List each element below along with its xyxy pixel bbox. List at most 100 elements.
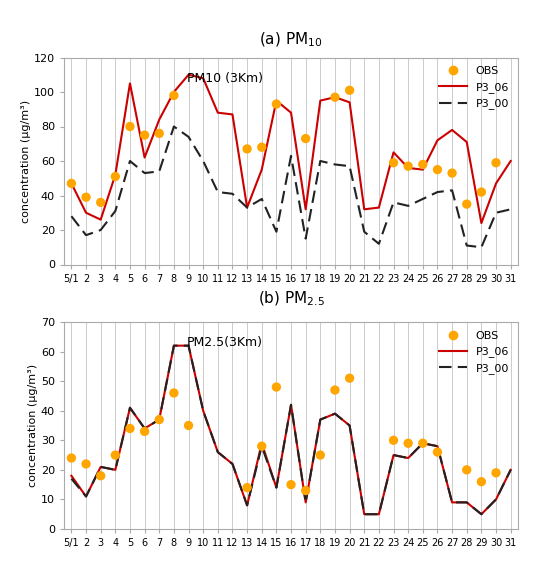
P3_00 [83, 232, 89, 239]
OBS [67, 179, 76, 188]
P3_00 [112, 208, 119, 214]
P3_00 [98, 227, 104, 233]
P3_00 [288, 152, 294, 159]
P3_06 [332, 410, 338, 417]
P3_00 [449, 187, 456, 194]
P3_06 [507, 466, 514, 473]
OBS [331, 385, 339, 394]
OBS [82, 193, 90, 202]
OBS [140, 427, 149, 436]
OBS [272, 382, 281, 392]
P3_00 [376, 511, 382, 518]
OBS [170, 388, 178, 397]
Text: PM2.5(3Km): PM2.5(3Km) [187, 336, 263, 350]
P3_00 [434, 189, 441, 196]
P3_06 [229, 461, 235, 467]
P3_06 [478, 511, 484, 518]
P3_06 [478, 220, 484, 227]
P3_06 [185, 342, 192, 349]
P3_06 [156, 116, 162, 123]
P3_06 [171, 89, 177, 95]
P3_06 [332, 94, 338, 101]
P3_06 [317, 416, 324, 423]
P3_00 [434, 443, 441, 450]
P3_06 [434, 443, 441, 450]
P3_06 [98, 463, 104, 470]
P3_06 [273, 484, 280, 491]
OBS [97, 198, 105, 207]
Line: P3_06: P3_06 [72, 346, 511, 514]
P3_06 [390, 451, 397, 458]
P3_06 [405, 164, 411, 171]
P3_00 [507, 206, 514, 213]
P3_06 [83, 493, 89, 500]
P3_00 [258, 196, 265, 202]
P3_00 [142, 170, 148, 177]
P3_06 [98, 216, 104, 223]
OBS [301, 486, 310, 495]
Y-axis label: concentration (μg/m³): concentration (μg/m³) [21, 99, 31, 223]
P3_06 [507, 158, 514, 164]
P3_00 [493, 209, 499, 216]
OBS [492, 468, 500, 477]
P3_00 [478, 511, 484, 518]
P3_06 [317, 97, 324, 104]
P3_06 [229, 111, 235, 118]
P3_00 [361, 511, 367, 518]
OBS [404, 439, 412, 448]
P3_00 [142, 425, 148, 432]
P3_00 [215, 189, 221, 196]
OBS [272, 99, 281, 109]
P3_00 [332, 410, 338, 417]
P3_00 [317, 158, 324, 164]
OBS [462, 465, 471, 474]
P3_00 [478, 244, 484, 251]
P3_06 [112, 171, 119, 178]
OBS [111, 172, 120, 181]
P3_00 [68, 476, 75, 482]
OBS [125, 122, 134, 131]
P3_06 [420, 440, 426, 447]
P3_00 [200, 158, 206, 164]
P3_06 [156, 416, 162, 423]
P3_06 [68, 180, 75, 187]
P3_00 [361, 228, 367, 235]
OBS [97, 471, 105, 480]
P3_00 [258, 443, 265, 450]
Text: (b) PM$_{2.5}$: (b) PM$_{2.5}$ [257, 289, 325, 308]
OBS [111, 450, 120, 459]
P3_06 [171, 342, 177, 349]
OBS [389, 158, 398, 167]
P3_06 [112, 466, 119, 473]
P3_06 [215, 448, 221, 455]
P3_00 [507, 466, 514, 473]
P3_06 [302, 499, 309, 506]
P3_00 [376, 240, 382, 247]
P3_00 [156, 416, 162, 423]
P3_00 [127, 158, 133, 164]
P3_00 [83, 493, 89, 500]
OBS [287, 480, 295, 489]
P3_00 [229, 190, 235, 197]
OBS [243, 144, 252, 154]
P3_06 [258, 440, 265, 447]
OBS [170, 91, 178, 100]
Line: P3_06: P3_06 [72, 75, 511, 223]
P3_00 [171, 123, 177, 130]
P3_06 [405, 455, 411, 462]
OBS [67, 454, 76, 463]
P3_06 [142, 425, 148, 432]
OBS [389, 436, 398, 445]
OBS [125, 424, 134, 433]
P3_00 [200, 407, 206, 414]
OBS [82, 459, 90, 469]
P3_06 [464, 499, 470, 506]
P3_00 [464, 242, 470, 249]
OBS [433, 447, 442, 457]
P3_06 [390, 149, 397, 156]
OBS [433, 165, 442, 174]
OBS [184, 421, 193, 430]
P3_00 [390, 199, 397, 206]
P3_06 [185, 71, 192, 78]
OBS [155, 129, 163, 138]
